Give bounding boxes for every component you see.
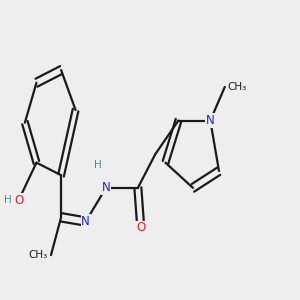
Text: N: N [102,182,110,194]
Text: H: H [4,196,11,206]
Text: O: O [14,194,23,207]
Text: N: N [206,114,215,127]
Text: CH₃: CH₃ [29,250,48,260]
Text: CH₃: CH₃ [228,82,247,92]
Text: O: O [136,221,146,234]
Text: H: H [94,160,102,170]
Text: N: N [81,215,90,228]
